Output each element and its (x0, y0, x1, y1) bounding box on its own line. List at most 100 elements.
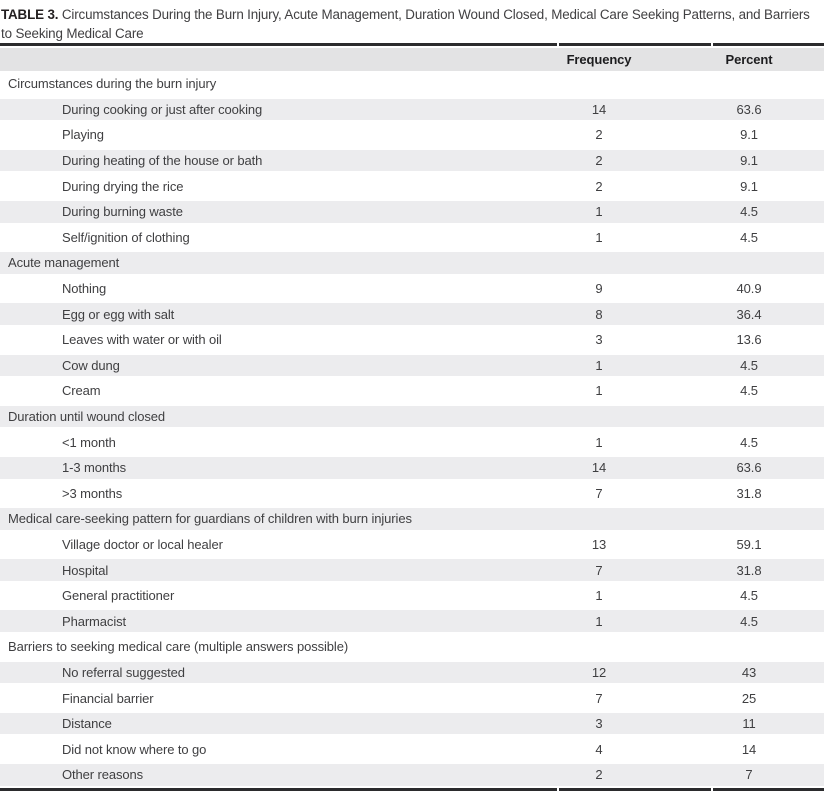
row-percent: 43 (741, 664, 757, 680)
table-row: <1 month 1 4.5 (0, 429, 824, 455)
row-label: Circumstances during the burn injury (8, 76, 217, 92)
row-frequency: 14 (591, 460, 607, 476)
header-frequency: Frequency (566, 52, 632, 67)
row-percent: 4.5 (740, 588, 758, 604)
table-row: During drying the rice 2 9.1 (0, 173, 824, 199)
row-label: Playing (62, 127, 104, 143)
table-caption-text: Circumstances During the Burn Injury, Ac… (1, 7, 810, 41)
table-row: During cooking or just after cooking 14 … (0, 96, 824, 123)
row-label: During burning waste (62, 204, 183, 220)
row-percent: 40.9 (736, 281, 762, 297)
table-row: During burning waste 1 4.5 (0, 198, 824, 225)
row-frequency: 4 (595, 741, 603, 757)
table-body: Circumstances during the burn injury Dur… (0, 71, 824, 788)
row-frequency: 2 (595, 153, 603, 169)
row-frequency: 3 (595, 332, 603, 348)
row-percent: 63.6 (736, 101, 762, 117)
row-percent: 4.5 (740, 613, 758, 629)
row-label: Barriers to seeking medical care (multip… (8, 639, 349, 655)
row-label: Distance (62, 716, 112, 732)
table-row: Cow dung 1 4.5 (0, 352, 824, 379)
row-percent: 9.1 (740, 153, 758, 169)
table-row: Financial barrier 7 25 (0, 685, 824, 711)
row-frequency: 2 (595, 767, 603, 783)
row-frequency: 2 (595, 178, 603, 194)
table-row: >3 months 7 31.8 (0, 481, 824, 507)
row-percent: 59.1 (736, 536, 762, 552)
table-top-rule (0, 43, 824, 46)
table-row: Distance 3 11 (0, 710, 824, 737)
row-label: Nothing (62, 281, 107, 297)
table-bottom-rule (0, 787, 824, 791)
row-label: Hospital (62, 562, 109, 578)
table-row: Egg or egg with salt 8 36.4 (0, 301, 824, 327)
row-label: Financial barrier (62, 690, 154, 706)
row-label: Cream (62, 383, 101, 399)
table-row: Playing 2 9.1 (0, 122, 824, 148)
rule-notch (557, 43, 559, 46)
table-row: Circumstances during the burn injury (0, 71, 824, 97)
table-row: Did not know where to go 4 14 (0, 736, 824, 762)
row-label: Leaves with water or with oil (62, 332, 222, 348)
table-row: Barriers to seeking medical care (multip… (0, 634, 824, 660)
table-row: Acute management (0, 250, 824, 276)
row-percent: 14 (741, 741, 757, 757)
table-header-row: Frequency Percent (0, 46, 824, 71)
rule-notch (711, 787, 713, 791)
row-percent: 36.4 (736, 306, 762, 322)
table-row: 1-3 months 14 63.6 (0, 454, 824, 481)
row-percent: 7 (745, 767, 753, 783)
row-frequency: 1 (595, 613, 603, 629)
row-frequency: 1 (595, 204, 603, 220)
table-row: Hospital 7 31.8 (0, 557, 824, 583)
row-percent: 31.8 (736, 562, 762, 578)
table-row: No referral suggested 12 43 (0, 659, 824, 686)
row-percent: 11 (742, 716, 756, 732)
rule-segment (713, 787, 824, 791)
row-frequency: 1 (595, 357, 603, 373)
table-row: During heating of the house or bath 2 9.… (0, 147, 824, 174)
row-frequency: 12 (591, 664, 607, 680)
row-label: No referral suggested (62, 664, 185, 680)
rule-notch (557, 787, 559, 791)
row-frequency: 1 (595, 383, 603, 399)
row-frequency: 9 (595, 281, 603, 297)
table-row: Nothing 9 40.9 (0, 276, 824, 302)
rule-segment (559, 787, 711, 791)
row-label: <1 month (62, 434, 116, 450)
row-frequency: 14 (591, 101, 607, 117)
row-frequency: 2 (595, 127, 603, 143)
row-percent: 4.5 (740, 204, 758, 220)
row-label: General practitioner (62, 588, 175, 604)
row-label: Self/ignition of clothing (62, 229, 190, 245)
row-label: During drying the rice (62, 178, 184, 194)
row-percent: 4.5 (740, 383, 758, 399)
row-percent: 25 (741, 690, 757, 706)
row-label: Duration until wound closed (8, 409, 166, 425)
row-frequency: 1 (595, 434, 603, 450)
table-row: Village doctor or local healer 13 59.1 (0, 532, 824, 558)
table-row: General practitioner 1 4.5 (0, 583, 824, 609)
rule-segment (0, 43, 557, 46)
table-row: Cream 1 4.5 (0, 378, 824, 404)
row-percent: 31.8 (736, 485, 762, 501)
table-caption-number: TABLE 3. (1, 7, 59, 22)
row-label: Village doctor or local healer (62, 536, 223, 552)
rule-segment (713, 43, 824, 46)
row-percent: 9.1 (740, 178, 758, 194)
row-frequency: 13 (591, 536, 607, 552)
row-label: Cow dung (62, 357, 120, 373)
row-label: >3 months (62, 485, 123, 501)
row-label: Medical care-seeking pattern for guardia… (8, 511, 412, 527)
row-percent: 4.5 (740, 434, 758, 450)
row-percent: 4.5 (740, 357, 758, 373)
row-label: 1-3 months (62, 460, 127, 476)
row-label: During cooking or just after cooking (62, 101, 263, 117)
row-label: Pharmacist (62, 613, 127, 629)
rule-notch (711, 43, 713, 46)
table-caption: TABLE 3. Circumstances During the Burn I… (0, 0, 824, 43)
row-frequency: 7 (595, 485, 603, 501)
row-percent: 9.1 (740, 127, 758, 143)
rule-segment (559, 43, 711, 46)
